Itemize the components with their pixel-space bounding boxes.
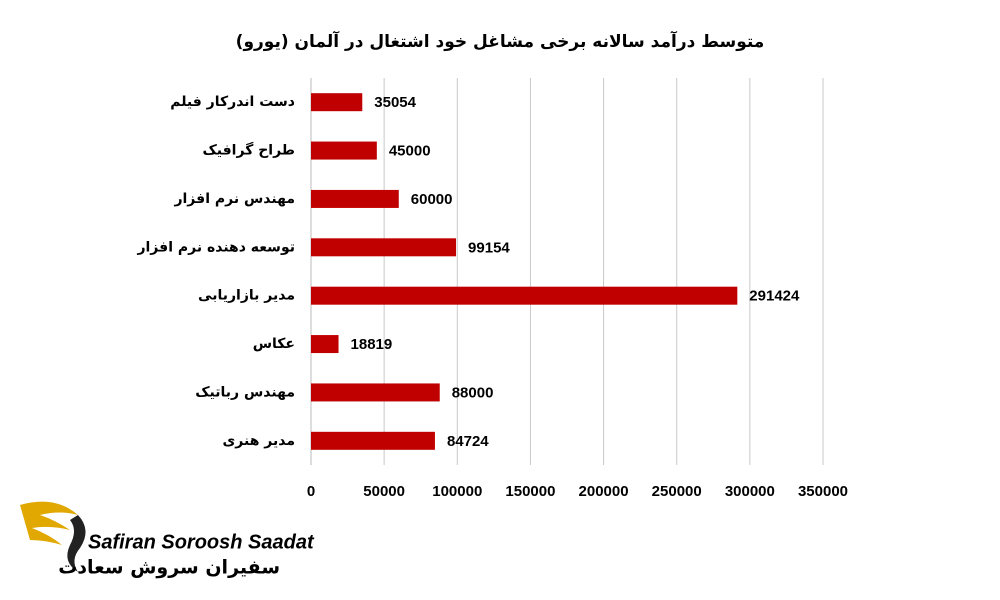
bar xyxy=(311,93,363,112)
bar xyxy=(311,383,440,402)
x-tick-label: 100000 xyxy=(432,483,482,500)
value-label: 45000 xyxy=(389,143,431,160)
y-tick-label: مهندس نرم افزار xyxy=(173,191,295,207)
y-tick-label: دست اندرکار فیلم xyxy=(170,94,295,110)
x-tick-label: 0 xyxy=(307,483,315,500)
bar xyxy=(311,141,377,160)
value-label: 35054 xyxy=(374,94,416,111)
y-tick-label: مهندس رباتیک xyxy=(195,384,295,400)
value-label: 88000 xyxy=(452,384,494,401)
x-tick-label: 200000 xyxy=(579,483,629,500)
bar xyxy=(311,189,399,208)
x-tick-label: 50000 xyxy=(363,483,405,500)
logo-wing xyxy=(20,501,78,545)
value-label: 99154 xyxy=(468,239,510,256)
chart-title: متوسط درآمد سالانه برخی مشاغل خود اشتغال… xyxy=(236,30,765,52)
value-label: 18819 xyxy=(351,336,393,353)
bar xyxy=(311,286,738,305)
x-tick-label: 150000 xyxy=(505,483,555,500)
x-tick-label: 250000 xyxy=(652,483,702,500)
y-tick-label: مدیر بازاریابی xyxy=(198,288,295,304)
bar xyxy=(311,431,435,450)
x-tick-label: 350000 xyxy=(798,483,848,500)
x-tick-label: 300000 xyxy=(725,483,775,500)
value-label: 84724 xyxy=(447,433,489,450)
logo-name: Safiran Soroosh Saadat xyxy=(88,531,315,553)
y-tick-label: توسعه دهنده نرم افزار xyxy=(136,239,295,255)
y-tick-label: مدیر هنری xyxy=(222,433,295,449)
value-label: 60000 xyxy=(411,191,453,208)
logo-name-fa: سفیران سروش سعادت xyxy=(58,557,280,579)
y-tick-label: طراح گرافیک xyxy=(202,142,295,159)
bar xyxy=(311,335,339,354)
logo-bird xyxy=(67,515,86,572)
bar xyxy=(311,238,457,257)
value-label: 291424 xyxy=(749,288,800,305)
y-tick-label: عکاس xyxy=(253,336,295,352)
logo: Safiran Soroosh Saadat سفیران سروش سعادت xyxy=(20,501,315,579)
